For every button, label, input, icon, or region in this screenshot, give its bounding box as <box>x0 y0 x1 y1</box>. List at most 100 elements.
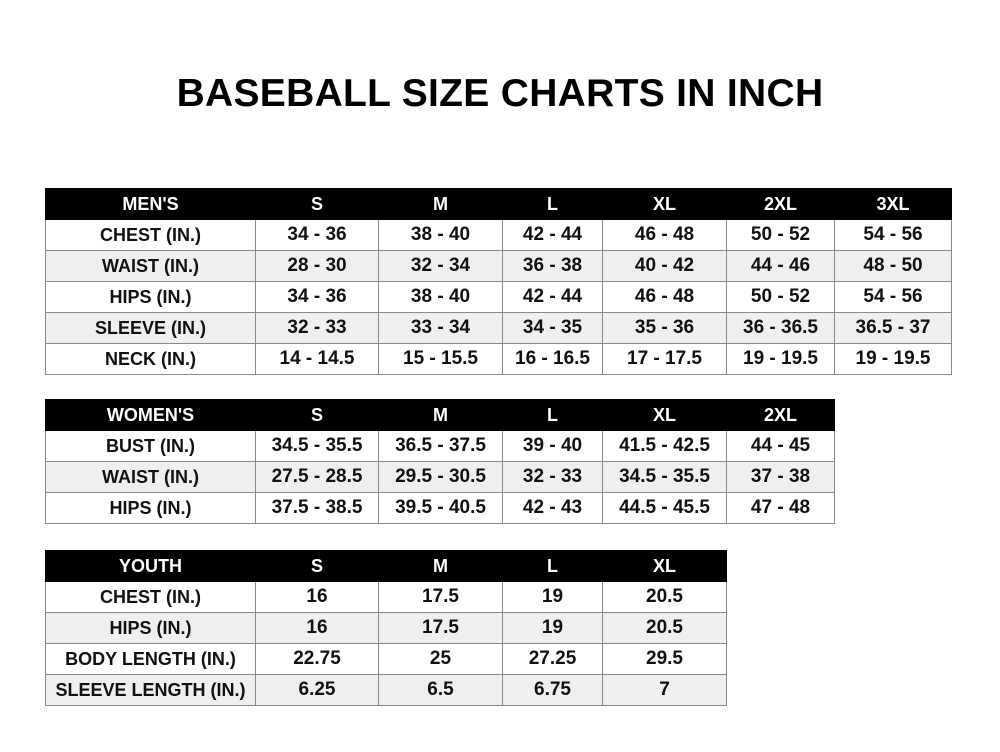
size-value-cell: 44 - 45 <box>726 430 835 462</box>
header-row: YOUTH S M L XL <box>45 550 727 582</box>
size-value-cell: 34 - 36 <box>255 219 379 251</box>
measurement-label: CHEST (IN.) <box>45 581 256 613</box>
size-value-cell: 32 - 34 <box>378 250 503 282</box>
measurement-label: HIPS (IN.) <box>45 612 256 644</box>
size-column-header: L <box>502 188 603 220</box>
size-value-cell: 17.5 <box>378 612 503 644</box>
size-value-cell: 54 - 56 <box>834 281 952 313</box>
table-row: HIPS (IN.) 16 17.5 19 20.5 <box>45 612 727 644</box>
table-row: BUST (IN.) 34.5 - 35.5 36.5 - 37.5 39 - 40 4… <box>45 430 835 462</box>
header-row: MEN'S S M L XL 2XL 3XL <box>45 188 952 220</box>
size-value-cell: 17 - 17.5 <box>602 343 727 375</box>
size-value-cell: 16 <box>255 612 379 644</box>
womens-size-table: WOMEN'S S M L XL 2XL BUST (IN.) 34.5 - 35.5 36.5… <box>45 399 835 524</box>
size-value-cell: 44 - 46 <box>726 250 835 282</box>
size-value-cell: 6.5 <box>378 674 503 706</box>
size-value-cell: 29.5 <box>602 643 727 675</box>
size-value-cell: 22.75 <box>255 643 379 675</box>
size-value-cell: 38 - 40 <box>378 281 503 313</box>
mens-size-table: MEN'S S M L XL 2XL 3XL CHEST (IN.) 34 - 36 38 - 4… <box>45 188 952 375</box>
table-row: HIPS (IN.) 34 - 36 38 - 40 42 - 44 46 - 48 50… <box>45 281 952 313</box>
size-value-cell: 42 - 44 <box>502 219 603 251</box>
size-value-cell: 25 <box>378 643 503 675</box>
size-value-cell: 6.75 <box>502 674 603 706</box>
size-value-cell: 34 - 35 <box>502 312 603 344</box>
measurement-label: CHEST (IN.) <box>45 219 256 251</box>
size-value-cell: 16 - 16.5 <box>502 343 603 375</box>
measurement-label: SLEEVE LENGTH (IN.) <box>45 674 256 706</box>
measurement-label: BODY LENGTH (IN.) <box>45 643 256 675</box>
size-value-cell: 35 - 36 <box>602 312 727 344</box>
size-value-cell: 34.5 - 35.5 <box>602 461 727 493</box>
size-value-cell: 34 - 36 <box>255 281 379 313</box>
measurement-label: HIPS (IN.) <box>45 281 256 313</box>
table-row: CHEST (IN.) 16 17.5 19 20.5 <box>45 581 727 613</box>
size-value-cell: 37.5 - 38.5 <box>255 492 379 524</box>
size-value-cell: 16 <box>255 581 379 613</box>
page-title: BASEBALL SIZE CHARTS IN INCH <box>176 72 824 115</box>
size-value-cell: 14 - 14.5 <box>255 343 379 375</box>
size-value-cell: 39 - 40 <box>502 430 603 462</box>
table-row: SLEEVE (IN.) 32 - 33 33 - 34 34 - 35 35 - 36… <box>45 312 952 344</box>
size-value-cell: 27.5 - 28.5 <box>255 461 379 493</box>
size-value-cell: 19 - 19.5 <box>834 343 952 375</box>
size-value-cell: 54 - 56 <box>834 219 952 251</box>
size-value-cell: 28 - 30 <box>255 250 379 282</box>
table-row: HIPS (IN.) 37.5 - 38.5 39.5 - 40.5 42 - 43 4… <box>45 492 835 524</box>
size-value-cell: 7 <box>602 674 727 706</box>
table-row: WAIST (IN.) 28 - 30 32 - 34 36 - 38 40 - 42 4… <box>45 250 952 282</box>
size-column-header: 2XL <box>726 399 835 431</box>
size-value-cell: 33 - 34 <box>378 312 503 344</box>
size-value-cell: 32 - 33 <box>255 312 379 344</box>
size-value-cell: 47 - 48 <box>726 492 835 524</box>
size-column-header: 2XL <box>726 188 835 220</box>
size-column-header: XL <box>602 550 727 582</box>
size-value-cell: 20.5 <box>602 612 727 644</box>
size-value-cell: 36 - 36.5 <box>726 312 835 344</box>
size-value-cell: 17.5 <box>378 581 503 613</box>
size-value-cell: 19 <box>502 581 603 613</box>
size-value-cell: 36.5 - 37 <box>834 312 952 344</box>
table-row: SLEEVE LENGTH (IN.) 6.25 6.5 6.75 7 <box>45 674 727 706</box>
size-value-cell: 46 - 48 <box>602 281 727 313</box>
size-value-cell: 38 - 40 <box>378 219 503 251</box>
size-value-cell: 39.5 - 40.5 <box>378 492 503 524</box>
size-value-cell: 40 - 42 <box>602 250 727 282</box>
youth-size-table: YOUTH S M L XL CHEST (IN.) 16 17.5 19 20.5 HIPS (I… <box>45 550 727 706</box>
size-column-header: 3XL <box>834 188 952 220</box>
size-value-cell: 36 - 38 <box>502 250 603 282</box>
size-value-cell: 27.25 <box>502 643 603 675</box>
size-value-cell: 6.25 <box>255 674 379 706</box>
size-column-header: L <box>502 550 603 582</box>
table-category-header: WOMEN'S <box>45 399 256 431</box>
size-value-cell: 32 - 33 <box>502 461 603 493</box>
table-row: NECK (IN.) 14 - 14.5 15 - 15.5 16 - 16.5 17 … <box>45 343 952 375</box>
table-category-header: YOUTH <box>45 550 256 582</box>
table-row: BODY LENGTH (IN.) 22.75 25 27.25 29.5 <box>45 643 727 675</box>
measurement-label: BUST (IN.) <box>45 430 256 462</box>
size-value-cell: 29.5 - 30.5 <box>378 461 503 493</box>
table-row: WAIST (IN.) 27.5 - 28.5 29.5 - 30.5 32 - 33… <box>45 461 835 493</box>
size-value-cell: 46 - 48 <box>602 219 727 251</box>
size-value-cell: 50 - 52 <box>726 219 835 251</box>
measurement-label: WAIST (IN.) <box>45 250 256 282</box>
size-value-cell: 19 <box>502 612 603 644</box>
size-value-cell: 41.5 - 42.5 <box>602 430 727 462</box>
size-value-cell: 42 - 44 <box>502 281 603 313</box>
size-value-cell: 19 - 19.5 <box>726 343 835 375</box>
size-column-header: M <box>378 550 503 582</box>
size-column-header: S <box>255 550 379 582</box>
size-value-cell: 20.5 <box>602 581 727 613</box>
size-value-cell: 44.5 - 45.5 <box>602 492 727 524</box>
table-row: CHEST (IN.) 34 - 36 38 - 40 42 - 44 46 - 48 5… <box>45 219 952 251</box>
size-value-cell: 15 - 15.5 <box>378 343 503 375</box>
measurement-label: WAIST (IN.) <box>45 461 256 493</box>
size-column-header: XL <box>602 188 727 220</box>
size-value-cell: 48 - 50 <box>834 250 952 282</box>
size-column-header: M <box>378 188 503 220</box>
measurement-label: HIPS (IN.) <box>45 492 256 524</box>
size-column-header: XL <box>602 399 727 431</box>
size-value-cell: 34.5 - 35.5 <box>255 430 379 462</box>
measurement-label: SLEEVE (IN.) <box>45 312 256 344</box>
size-value-cell: 37 - 38 <box>726 461 835 493</box>
